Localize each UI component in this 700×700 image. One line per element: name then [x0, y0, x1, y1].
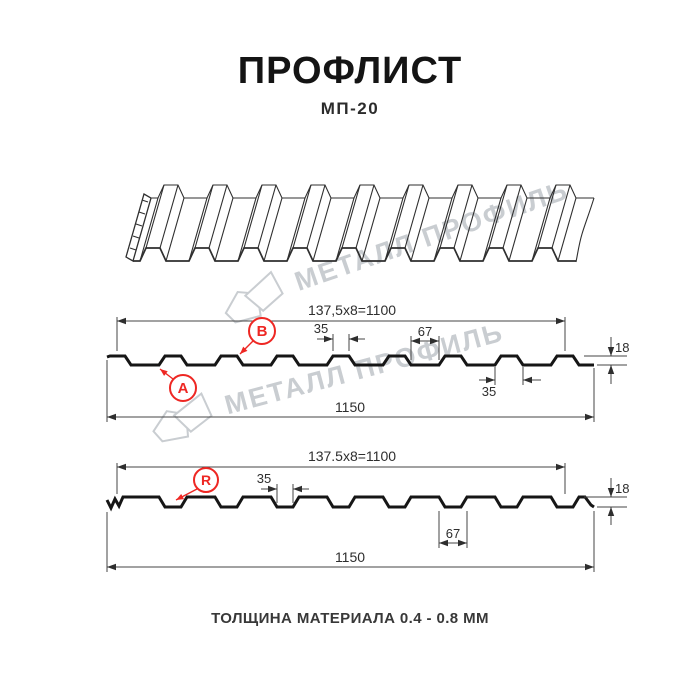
marker-a: A	[159, 368, 197, 402]
dim-1150-bottom: 1150	[106, 511, 595, 572]
dim-67-groove-label: 67	[446, 526, 460, 541]
dim-1150-top-label: 1150	[335, 399, 365, 415]
dim-35-top: 35	[314, 321, 365, 351]
product-code: МП-20	[320, 99, 380, 118]
dim-18-top: 18	[584, 337, 629, 384]
dim-1150-bottom-label: 1150	[335, 549, 365, 565]
page-title: ПРОФЛИСТ	[237, 50, 463, 92]
dim-pitch-bottom-label: 137.5x8=1100	[308, 448, 396, 464]
marker-r: R	[175, 467, 219, 501]
thickness-note: ТОЛЩИНА МАТЕРИАЛА 0.4 - 0.8 ММ	[211, 610, 489, 627]
marker-r-label: R	[201, 472, 211, 488]
sheet-3d-view	[125, 184, 595, 263]
dim-35-groove: 35	[257, 471, 309, 503]
sheet-right-edge	[575, 197, 595, 263]
dim-35-top-label: 35	[314, 321, 328, 336]
marker-a-label: A	[178, 380, 189, 397]
sheet-cut-hatch	[129, 199, 149, 251]
watermark-upper: МЕТАЛЛ ПРОФИЛЬ	[214, 166, 575, 330]
dim-35-groove-label: 35	[257, 471, 271, 486]
dim-18-bottom: 18	[584, 478, 629, 525]
dim-18-bottom-label: 18	[615, 481, 629, 496]
sheet-rib-lines	[139, 184, 577, 262]
dim-35-bottom: 35	[479, 367, 541, 399]
dim-35-bottom-label: 35	[482, 384, 496, 399]
dim-18-top-label: 18	[615, 340, 629, 355]
profile-outline-top	[106, 354, 594, 367]
profile-outline-bottom	[105, 495, 595, 512]
dim-67-groove: 67	[438, 511, 468, 548]
dim-67-top-label: 67	[418, 324, 432, 339]
metall-profil-logo-icon	[224, 270, 284, 324]
dim-67-top: 67	[410, 324, 440, 360]
dim-pitch-bottom: 137.5x8=1100	[116, 448, 566, 494]
dim-pitch-top-label: 137,5x8=1100	[308, 302, 396, 318]
marker-b: B	[239, 317, 276, 355]
section-top: 137,5x8=1100 35 67	[106, 302, 629, 422]
marker-b-label: B	[257, 323, 268, 340]
dim-pitch-top: 137,5x8=1100	[116, 302, 566, 351]
dim-1150-top: 1150	[106, 360, 595, 422]
sheet-cut-edge	[125, 193, 152, 262]
section-bottom: 137.5x8=1100 35 67	[105, 448, 629, 572]
